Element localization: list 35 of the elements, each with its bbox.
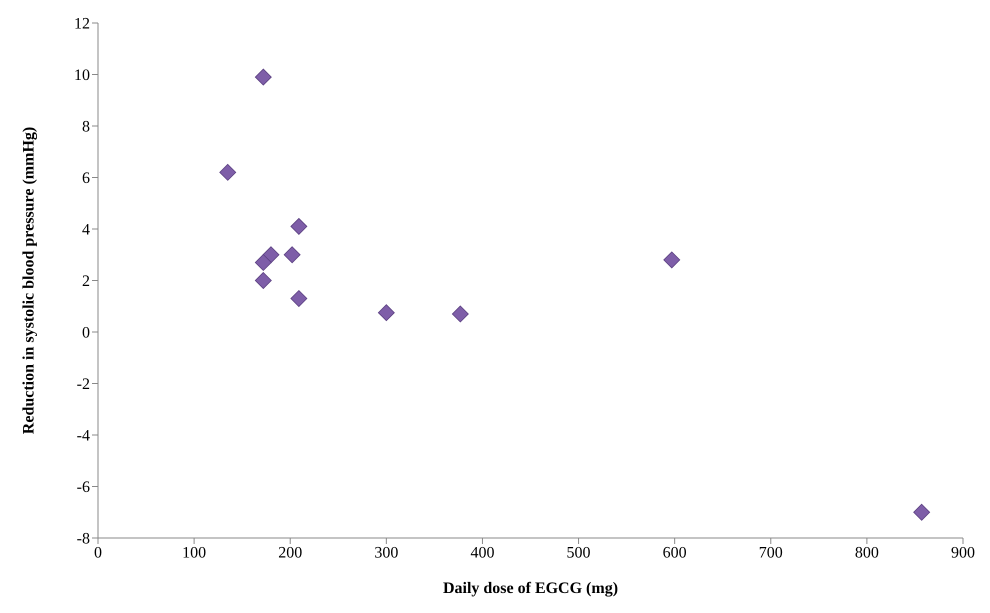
y-tick-label: 6 [82, 170, 90, 188]
x-tick-label: 600 [662, 544, 687, 562]
x-tick-label: 900 [951, 544, 975, 562]
point [254, 68, 272, 86]
point [254, 254, 272, 271]
y-tick-label: 8 [82, 118, 90, 136]
point [254, 272, 272, 289]
point [284, 246, 301, 264]
x-tick-label: 500 [566, 544, 591, 562]
x-tick-label: 400 [470, 544, 494, 562]
y-tick-label: 2 [82, 273, 90, 290]
y-tick-label: -4 [76, 428, 90, 445]
x-tick-label: 700 [758, 544, 783, 562]
point [290, 290, 308, 307]
y-tick-label: 4 [82, 222, 90, 239]
x-tick-label: 800 [854, 544, 879, 562]
point [452, 306, 469, 322]
point [913, 504, 930, 521]
x-tick-label: 300 [374, 544, 398, 562]
point [663, 252, 680, 268]
x-tick-label: 100 [182, 544, 206, 562]
point [219, 164, 236, 181]
point [378, 304, 395, 322]
x-tick-label: 200 [278, 544, 302, 562]
point [262, 246, 280, 264]
y-tick-label: 10 [74, 67, 90, 84]
x-tick-label: 0 [94, 544, 102, 562]
y-tick-label: -8 [76, 530, 90, 548]
y-axis-title: Reduction in systolic blood pressure (mmHg) [20, 126, 38, 434]
y-tick-label: -6 [76, 479, 90, 496]
y-tick-label: 12 [74, 16, 90, 33]
point [290, 218, 308, 235]
x-axis-title: Daily dose of EGCG (mg) [442, 580, 618, 597]
y-tick-label: -2 [76, 376, 90, 394]
y-tick-label: 0 [82, 324, 90, 342]
